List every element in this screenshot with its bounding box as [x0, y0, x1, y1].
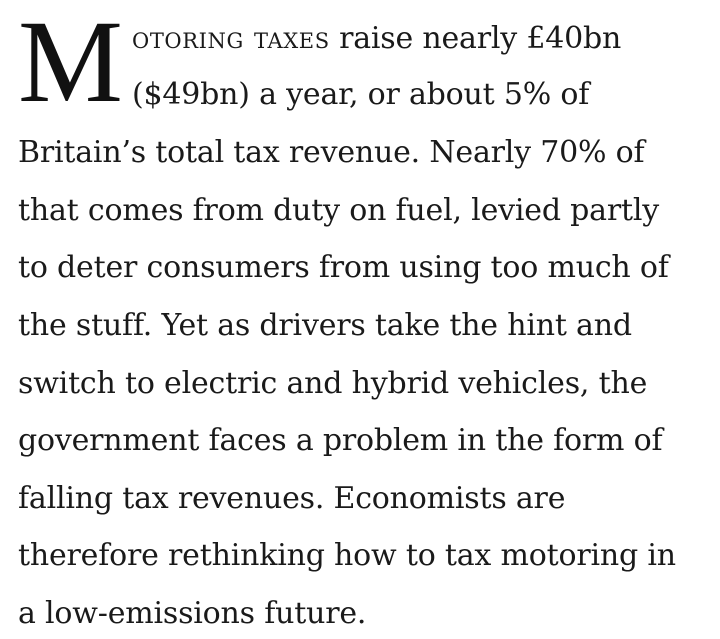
drop-cap: M	[18, 0, 123, 127]
text-line-11: a low-emissions future.	[18, 596, 367, 631]
text-line-2: ($49bn) a year, or about 5% of	[132, 77, 590, 112]
text-line-4: that comes from duty on fuel, levied par…	[18, 193, 659, 228]
text-line-10: therefore rethinking how to tax motoring…	[18, 538, 676, 573]
text-line-3: Britain’s total tax revenue. Nearly 70% …	[18, 135, 645, 170]
text-line-1: otoring taxes raise nearly £40bn	[132, 22, 621, 56]
lead-smallcaps: otoring taxes	[132, 21, 330, 56]
text-line-6: the stuff. Yet as drivers take the hint …	[18, 308, 632, 343]
text-line-5: to deter consumers from using too much o…	[18, 250, 669, 285]
text-line-7: switch to electric and hybrid vehicles, …	[18, 366, 648, 401]
text-line-9: falling tax revenues. Economists are	[18, 481, 566, 516]
lead-rest: raise nearly £40bn	[329, 21, 622, 56]
text-line-8: government faces a problem in the form o…	[18, 423, 663, 458]
